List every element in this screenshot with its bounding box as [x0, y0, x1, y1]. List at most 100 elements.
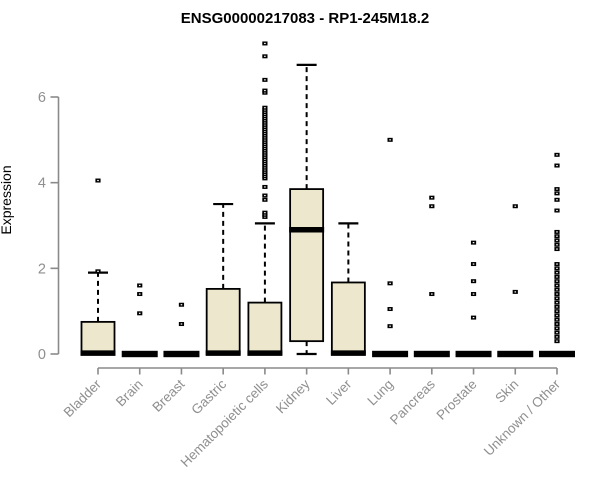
outlier-point	[262, 154, 268, 159]
outlier-dot-center	[556, 199, 558, 201]
y-axis: 0 2 4 6	[38, 90, 60, 363]
outlier-point	[262, 150, 268, 155]
outlier-point	[95, 178, 101, 183]
outlier-dot-center	[556, 188, 558, 190]
outlier-dot-center	[556, 164, 558, 167]
outlier-dot-center	[264, 89, 266, 92]
outlier-dot-center	[556, 336, 558, 338]
outlier-point	[470, 315, 477, 320]
outlier-dot-center	[472, 263, 475, 265]
y-axis-label: Expression	[0, 165, 14, 234]
outlier-point	[554, 208, 560, 213]
box-group-skin	[497, 204, 534, 358]
outlier-point	[387, 307, 393, 312]
outlier-point	[554, 234, 560, 239]
outlier-dot-center	[556, 272, 558, 274]
outlier-dot-center	[556, 314, 558, 317]
outlier-dot-center	[264, 42, 266, 45]
outlier-dot-center	[180, 304, 183, 306]
outlier-dot-center	[264, 177, 266, 179]
outlier-dot-center	[389, 308, 391, 310]
outlier-dot-center	[264, 126, 266, 128]
outlier-point	[554, 292, 560, 297]
outlier-point	[262, 161, 268, 166]
outlier-point	[512, 204, 518, 209]
outlier-point	[554, 242, 560, 247]
y-tick-label: 0	[38, 347, 46, 363]
outlier-point	[262, 114, 268, 119]
outlier-dot-center	[264, 212, 266, 214]
outlier-dot-center	[556, 244, 558, 246]
outlier-dot-center	[264, 119, 266, 122]
outlier-dot-center	[472, 242, 475, 244]
box	[289, 188, 325, 343]
outlier-dot-center	[472, 293, 475, 295]
outlier-dot-center	[556, 340, 558, 342]
outlier-point	[387, 137, 393, 142]
x-category-label-liver: Liver	[323, 376, 355, 408]
outlier-dot-center	[264, 109, 266, 111]
outlier-point	[554, 274, 560, 279]
box-group-lung	[372, 137, 409, 358]
outlier-point	[554, 317, 560, 322]
outlier-dot-center	[556, 239, 558, 242]
outlier-dot-center	[264, 92, 266, 94]
outlier-dot-center	[264, 152, 266, 154]
outlier-dot-center	[264, 107, 266, 109]
outlier-dot-center	[264, 117, 266, 120]
plot-area: 0 2 4 6 Bladder Brain Breast GastricHematopoiet…	[38, 41, 575, 470]
outlier-point	[262, 139, 268, 144]
outlier-point	[262, 127, 268, 132]
box-group-liver	[330, 222, 366, 356]
x-category-label-bladder: Bladder	[61, 376, 105, 420]
outlier-point	[554, 339, 560, 344]
box-group-bladder	[80, 178, 116, 356]
outlier-point	[178, 322, 185, 327]
outlier-point	[262, 129, 268, 134]
outlier-point	[262, 135, 268, 140]
box	[247, 301, 283, 355]
outlier-point	[262, 159, 268, 164]
outlier-point	[95, 269, 101, 274]
outlier-point	[262, 41, 268, 46]
outlier-dot-center	[556, 154, 558, 156]
outlier-dot-center	[431, 205, 433, 207]
outlier-dot-center	[264, 141, 266, 143]
outlier-dot-center	[138, 312, 141, 314]
outlier-dot-center	[556, 289, 558, 291]
outlier-point	[262, 105, 268, 110]
outlier-point	[262, 212, 268, 217]
outlier-dot-center	[264, 143, 266, 145]
flat-zero-bar	[497, 350, 534, 358]
y-tick-label: 4	[38, 176, 46, 192]
flat-zero-bar	[121, 350, 158, 358]
outlier-dot-center	[264, 175, 266, 177]
outlier-point	[262, 146, 268, 151]
box-group-gastric	[205, 202, 241, 356]
outlier-dot-center	[138, 293, 141, 295]
outlier-dot-center	[389, 139, 391, 141]
outlier-point	[554, 262, 560, 267]
outlier-point	[429, 204, 435, 209]
outlier-dot-center	[180, 323, 183, 325]
outlier-dot-center	[264, 194, 266, 197]
outlier-dot-center	[556, 310, 558, 312]
outlier-point	[262, 144, 268, 149]
y-tick-label: 2	[38, 261, 46, 277]
outlier-dot-center	[264, 158, 266, 160]
outlier-dot-center	[389, 325, 391, 327]
box-group-kidney	[289, 63, 325, 356]
outlier-dot-center	[264, 139, 266, 141]
outlier-dot-center	[264, 167, 266, 169]
outlier-point	[262, 167, 268, 172]
x-category-label-lung: Lung	[364, 377, 396, 409]
outlier-dot-center	[264, 160, 266, 162]
outlier-point	[262, 77, 268, 82]
outlier-point	[262, 107, 268, 112]
box-group-pancreas	[413, 195, 450, 358]
outlier-point	[554, 163, 560, 168]
outlier-point	[262, 131, 268, 136]
outlier-dot-center	[264, 199, 266, 201]
